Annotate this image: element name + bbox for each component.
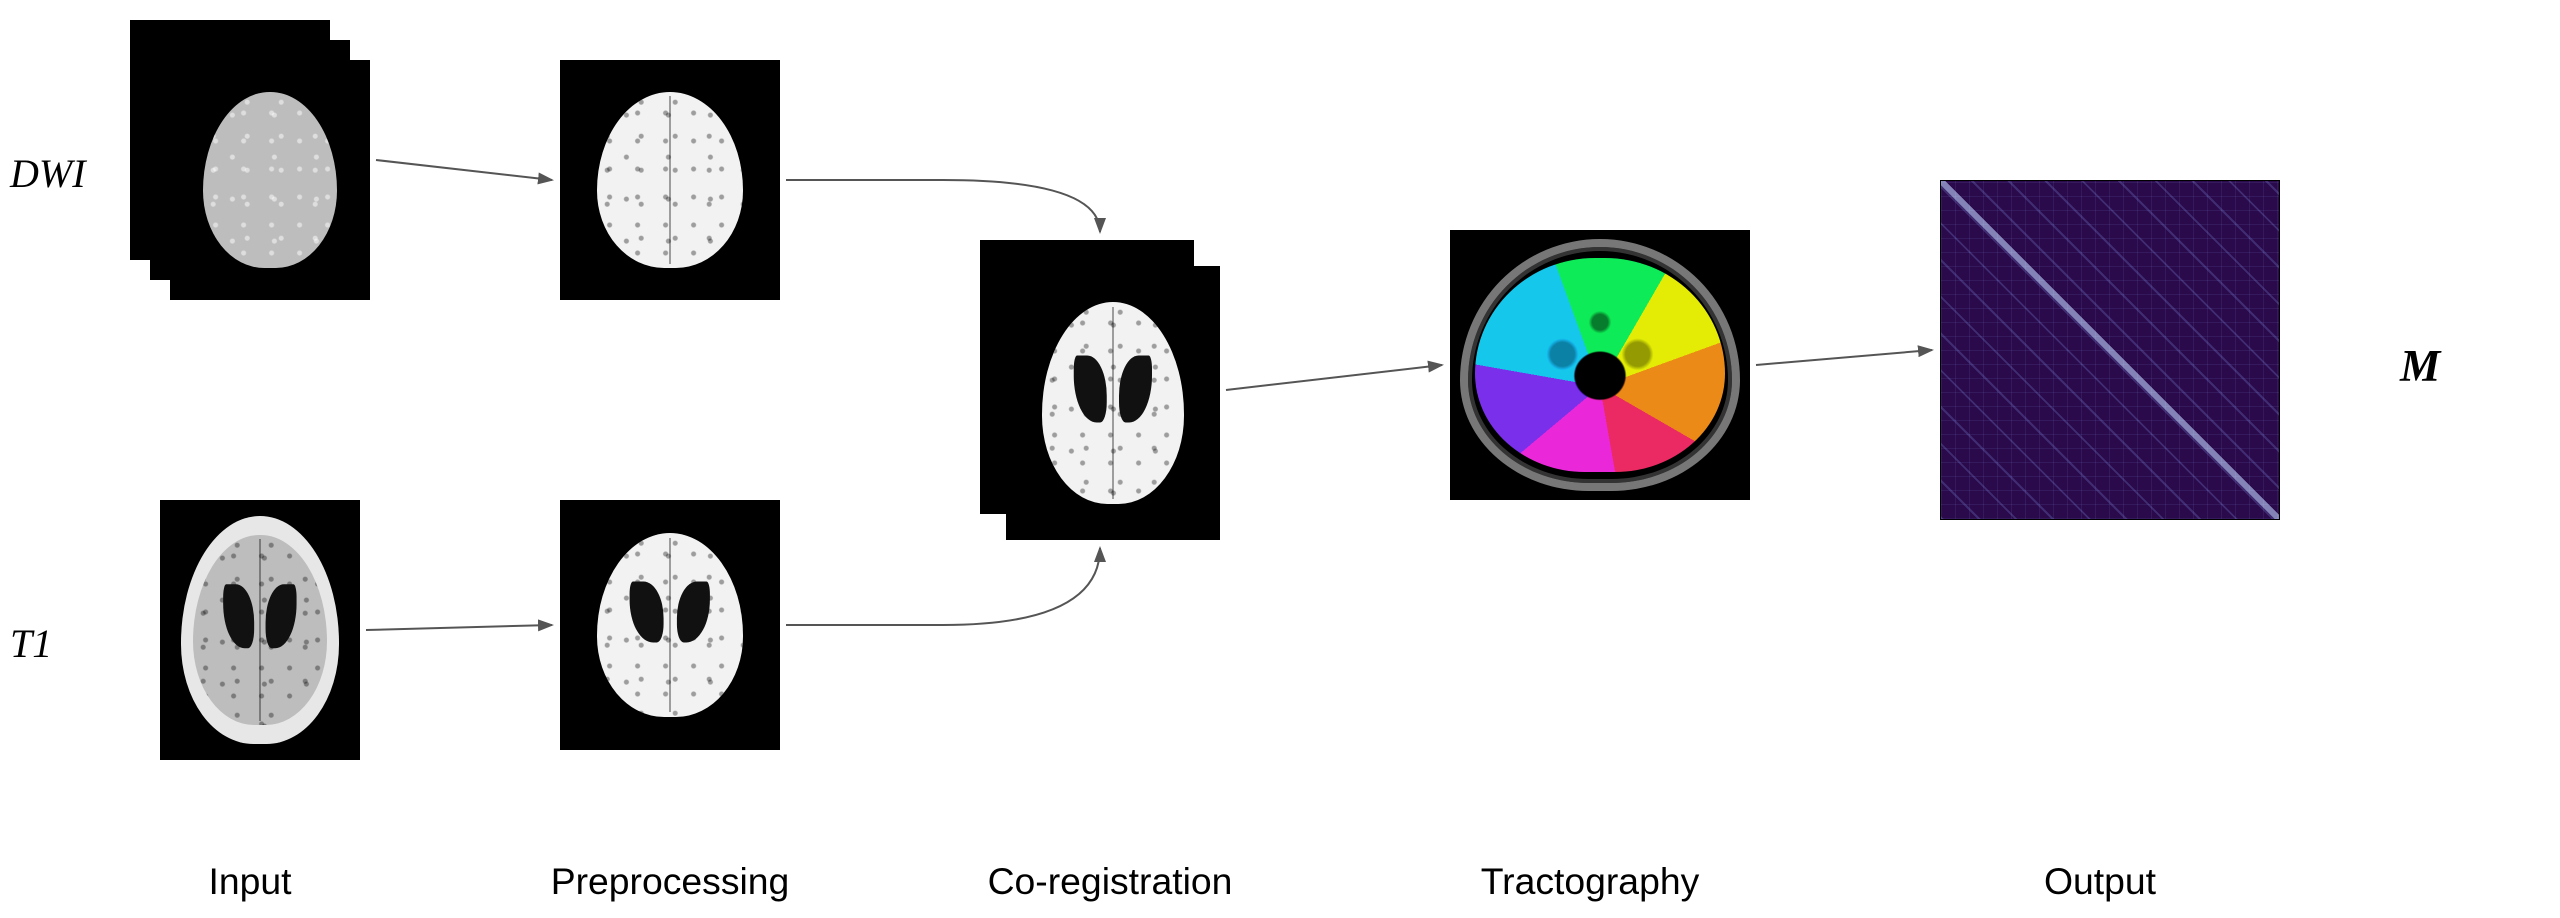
dwi-preprocessed xyxy=(560,60,780,300)
coregistration-stack-layer xyxy=(1006,266,1220,540)
arrow xyxy=(1226,365,1442,390)
arrow xyxy=(376,160,552,180)
column-label-input: Input xyxy=(100,860,400,903)
column-label-coregistration: Co-registration xyxy=(960,860,1260,903)
arrow xyxy=(786,180,1100,232)
t1-input xyxy=(160,500,360,760)
column-label-output: Output xyxy=(1950,860,2250,903)
arrow xyxy=(366,625,552,630)
column-label-preprocessing: Preprocessing xyxy=(520,860,820,903)
t1-preprocessed xyxy=(560,500,780,750)
column-label-tractography: Tractography xyxy=(1440,860,1740,903)
coregistration-stack xyxy=(980,240,1220,540)
tractography-image xyxy=(1450,230,1750,500)
dwi-input-layer xyxy=(170,60,370,300)
row-label-t1: T1 xyxy=(10,620,52,667)
pipeline-diagram: DWI T1 M Input Preprocessing Co-registrati… xyxy=(0,0,2560,918)
arrow xyxy=(786,548,1100,625)
arrow xyxy=(1756,350,1932,365)
dwi-input xyxy=(130,20,370,300)
row-label-dwi: DWI xyxy=(10,150,86,197)
output-matrix-label: M xyxy=(2400,340,2440,392)
connectivity-matrix xyxy=(1940,180,2280,520)
